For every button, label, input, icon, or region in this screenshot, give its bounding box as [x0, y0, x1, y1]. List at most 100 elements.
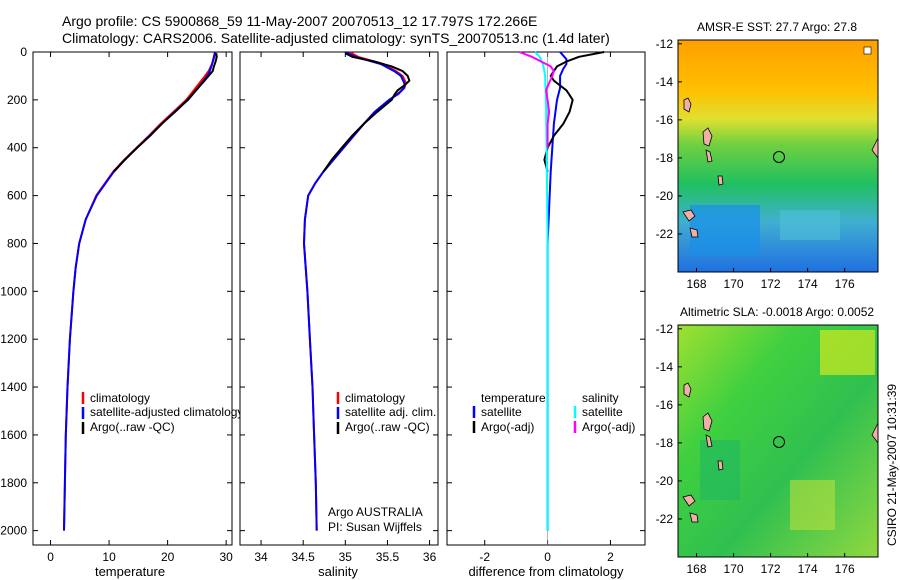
map-y-tick-label: -22: [656, 512, 674, 526]
temperature-x-label: temperature: [95, 564, 165, 579]
legend-label-temp-satellite: satellite: [481, 405, 522, 419]
sst-map-panel: AMSR-E SST: 27.7 Argo: 27.8 168 170 172 174…: [656, 20, 879, 291]
y-tick-label: 0: [20, 45, 27, 59]
sst-coastline: [682, 46, 879, 238]
map-y-tick-label: -18: [656, 436, 674, 450]
island-shape: [702, 127, 713, 147]
sla-map-frame: [677, 324, 879, 558]
legend-title-salinity: salinity: [582, 391, 619, 405]
map-x-tick-label: 170: [724, 277, 744, 291]
island-shape: [702, 412, 713, 432]
map-x-tick-label: 168: [687, 277, 707, 291]
island-shape: [717, 460, 724, 471]
series-line-salinity-argo-adj: [518, 51, 555, 148]
y-tick-label: 1800: [0, 476, 27, 490]
map-y-tick-label: -20: [656, 189, 674, 203]
map-x-tick-label: 174: [798, 562, 818, 576]
island-shape: [689, 227, 699, 238]
series-line-argo-raw-qc: [113, 53, 218, 173]
sla-yellow-patch: [820, 330, 875, 375]
series-line-temperature-argo-adj: [543, 51, 605, 172]
sla-map-ticks: 168 170 172 174 176 -12 -14 -16 -18 -20 -22: [656, 322, 855, 576]
temperature-plot-frame: [32, 51, 233, 546]
map-x-tick-label: 176: [835, 277, 855, 291]
sst-map-ticks: 168 170 172 174 176 -12 -14 -16 -18 -20 -22: [656, 37, 855, 291]
legend-label-argo: Argo(..raw -QC): [345, 420, 430, 434]
creation-stamp: CSIRO 21-May-2007 10:31:39: [885, 384, 899, 546]
island-shape: [683, 382, 692, 398]
salinity-panel: 34 34.5 35 35.5 36 salinity climatology sate…: [239, 51, 439, 579]
difference-panel: -2 0 2 difference from climatology tempera…: [446, 51, 646, 579]
map-x-tick-label: 168: [687, 562, 707, 576]
y-tick-label: 1000: [0, 284, 27, 298]
island-shape: [705, 149, 713, 163]
map-x-tick-label: 172: [761, 562, 781, 576]
principal-investigator-label: PI: Susan Wijffels: [328, 520, 422, 534]
map-y-tick-label: -12: [656, 37, 674, 51]
series-line-argo-raw-qc: [322, 52, 411, 173]
x-tick-label: -2: [479, 550, 490, 564]
legend-label-satellite-adj: satellite adj. clim.: [345, 405, 436, 419]
legend-label-sal-argo: Argo(-adj): [582, 420, 635, 434]
x-tick-label: 2: [607, 550, 614, 564]
sst-cool-patch: [690, 205, 760, 255]
island-shape: [683, 97, 692, 113]
x-tick-label: 30: [219, 550, 233, 564]
island-shape: [682, 209, 696, 222]
map-y-tick-label: -16: [656, 113, 674, 127]
sst-cyan-patch: [780, 210, 840, 240]
salinity-legend: climatology satellite adj. clim. Argo(..…: [336, 391, 436, 434]
map-y-tick-label: -14: [656, 75, 674, 89]
y-tick-label: 800: [7, 236, 27, 250]
argo-position-marker: [773, 151, 785, 163]
x-tick-label: 34.5: [292, 550, 316, 564]
x-tick-label: 34: [254, 550, 268, 564]
map-y-tick-label: -18: [656, 151, 674, 165]
x-tick-label: 10: [102, 550, 116, 564]
y-tick-label: 1400: [0, 380, 27, 394]
island-shape: [682, 494, 696, 507]
legend-label-climatology: climatology: [345, 391, 405, 405]
y-tick-label: 1200: [0, 332, 27, 346]
map-x-tick-label: 172: [761, 277, 781, 291]
y-tick-label: 1600: [0, 428, 27, 442]
island-shape: [689, 512, 699, 523]
argo-position-marker: [773, 436, 785, 448]
island-shape: [705, 434, 713, 448]
x-tick-label: 0: [47, 550, 54, 564]
legend-title-temperature: temperature: [481, 391, 546, 405]
sla-light-patch: [790, 480, 835, 530]
map-x-tick-label: 176: [835, 562, 855, 576]
map-y-tick-label: -20: [656, 474, 674, 488]
y-tick-label: 200: [7, 93, 27, 107]
salinity-x-label: salinity: [318, 564, 358, 579]
y-tick-label: 400: [7, 141, 27, 155]
salinity-axis-ticks: 34 34.5 35 35.5 36: [240, 51, 438, 564]
x-tick-label: 20: [161, 550, 175, 564]
legend-label-temp-argo: Argo(-adj): [481, 420, 534, 434]
sla-coastline: [682, 382, 879, 523]
difference-legend: temperature satellite Argo(-adj) salinit…: [472, 391, 635, 434]
map-y-tick-label: -16: [656, 398, 674, 412]
legend-label-climatology: climatology: [90, 391, 150, 405]
difference-x-label: difference from climatology: [468, 564, 624, 579]
x-tick-label: 35.5: [376, 550, 400, 564]
difference-profile-lines: [518, 51, 605, 531]
island-shape: [717, 175, 724, 186]
float-program-label: Argo AUSTRALIA: [328, 505, 423, 519]
sst-map-title: AMSR-E SST: 27.7 Argo: 27.8: [697, 20, 857, 34]
series-line-satellite-adj-clim: [303, 51, 406, 531]
temperature-profile-lines: [63, 51, 218, 531]
y-tick-label: 600: [7, 189, 27, 203]
legend-label-sal-satellite: satellite: [582, 405, 623, 419]
map-y-tick-label: -12: [656, 322, 674, 336]
figure-title-line-2: Climatology: CARS2006. Satellite-adjuste…: [62, 30, 610, 46]
map-y-tick-label: -22: [656, 227, 674, 241]
sst-map-frame: [677, 39, 879, 273]
legend-label-argo: Argo(..raw -QC): [90, 420, 175, 434]
salinity-profile-lines: [303, 51, 411, 531]
legend-label-satellite-adjusted: satellite-adjusted climatology: [90, 405, 243, 419]
x-tick-label: 35: [339, 550, 353, 564]
salinity-plot-frame: [239, 51, 439, 546]
temperature-legend: climatology satellite-adjusted climatolo…: [81, 391, 243, 434]
